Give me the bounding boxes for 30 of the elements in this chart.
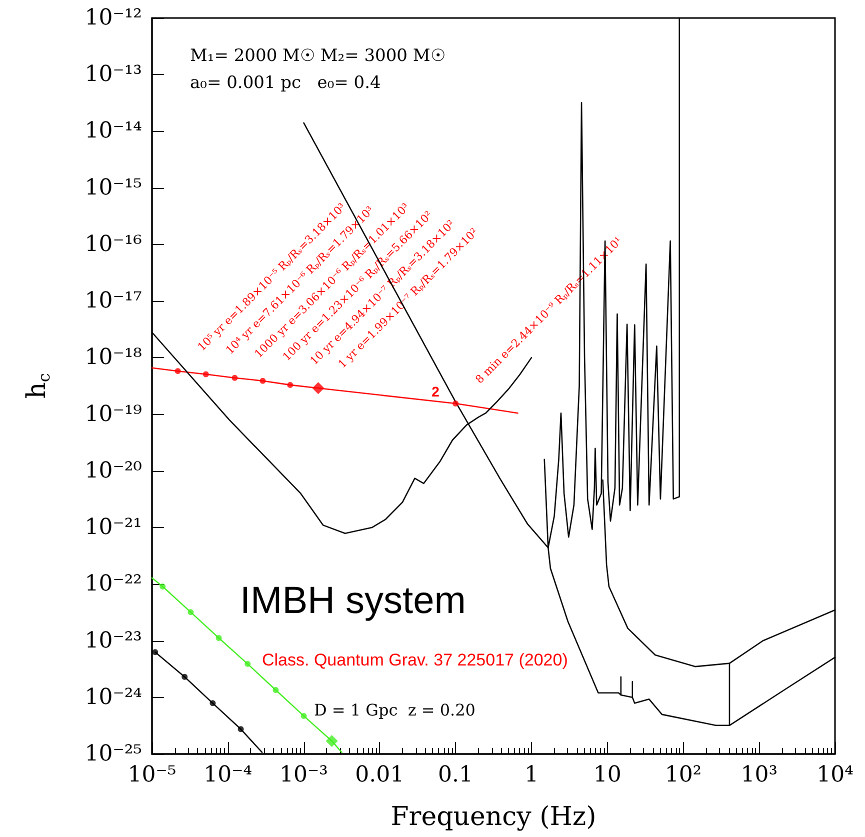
x-tick-label: 10⁴: [816, 762, 854, 788]
y-tick-label: 10⁻¹⁴: [84, 118, 142, 144]
y-tick-label: 10⁻¹⁸: [84, 345, 142, 370]
x-tick-label: 0.01: [355, 762, 404, 788]
y-tick-label: 10⁻¹²: [84, 6, 142, 30]
y-tick-label: 10⁻²⁰: [84, 458, 142, 484]
annotation: M₁= 2000 M☉ M₂= 3000 M☉: [190, 46, 446, 66]
x-axis-title: Frequency (Hz): [390, 802, 596, 832]
y-tick-label: 10⁻¹⁷: [84, 288, 142, 314]
y-tick-label: 10⁻¹⁹: [84, 402, 142, 427]
annotation: IMBH system: [240, 580, 466, 622]
annotation: Class. Quantum Grav. 37 225017 (2020): [262, 650, 568, 670]
x-tick-label: 1: [524, 762, 538, 788]
annotation: a₀= 0.001 pc e₀= 0.4: [190, 73, 381, 93]
y-tick-label: 10⁻¹⁶: [84, 232, 142, 257]
annotation: D = 1 Gpc z = 0.20: [314, 700, 476, 720]
y-tick-label: 10⁻²³: [84, 628, 142, 654]
annotation: 2: [432, 384, 440, 400]
x-tick-label: 10: [593, 762, 622, 788]
y-tick-label: 10⁻²¹: [84, 515, 142, 540]
y-tick-label: 10⁻²⁴: [84, 684, 142, 710]
x-tick-label: 10³: [740, 762, 778, 788]
x-tick-label: 0.1: [438, 762, 474, 788]
y-axis-title: hc: [22, 373, 54, 399]
y-tick-label: 10⁻¹⁵: [84, 175, 142, 200]
x-tick-label: 10⁻⁴: [204, 762, 252, 788]
y-tick-label: 10⁻²²: [84, 572, 142, 597]
x-tick-label: 10²: [664, 762, 702, 788]
y-tick-label: 10⁻¹³: [84, 62, 142, 88]
x-tick-label: 10⁻³: [280, 762, 328, 788]
